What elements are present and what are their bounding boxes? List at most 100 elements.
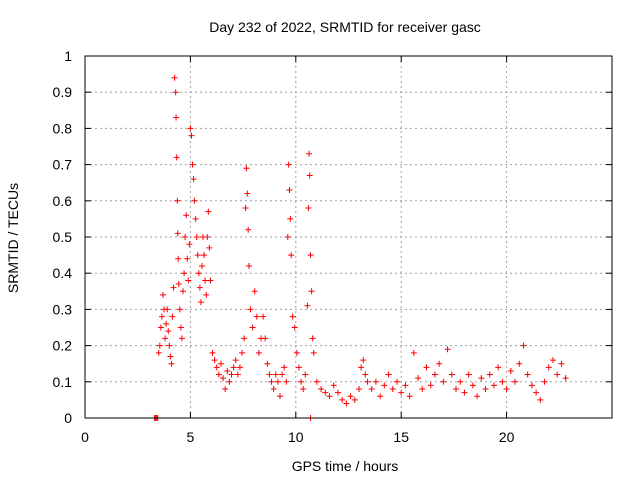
data-point xyxy=(163,320,170,327)
data-point xyxy=(203,291,210,298)
data-point xyxy=(157,324,164,331)
data-point xyxy=(486,371,493,378)
data-point xyxy=(217,360,224,367)
data-point xyxy=(177,324,184,331)
data-point xyxy=(291,324,298,331)
data-point xyxy=(358,364,365,371)
data-point xyxy=(364,378,371,385)
data-point xyxy=(201,252,208,259)
data-point xyxy=(381,382,388,389)
data-point xyxy=(453,386,460,393)
y-tick-label: 0.2 xyxy=(53,338,73,354)
data-point xyxy=(377,393,384,400)
data-point xyxy=(440,378,447,385)
data-point xyxy=(313,378,320,385)
data-point xyxy=(207,277,214,284)
data-point xyxy=(191,197,198,204)
data-point xyxy=(202,277,209,284)
data-point xyxy=(234,371,241,378)
data-point xyxy=(228,371,235,378)
data-point xyxy=(190,176,197,183)
data-point xyxy=(309,335,316,342)
data-point xyxy=(549,357,556,364)
data-point xyxy=(469,382,476,389)
data-point xyxy=(307,252,314,259)
data-point xyxy=(322,389,329,396)
data-point xyxy=(189,161,196,168)
data-point xyxy=(284,234,291,240)
data-point xyxy=(288,252,295,259)
data-point xyxy=(272,371,279,378)
data-point xyxy=(300,386,307,393)
x-tick-label: 0 xyxy=(81,429,89,445)
data-point xyxy=(181,270,188,277)
data-layer xyxy=(151,74,569,421)
data-point xyxy=(197,299,204,306)
data-point xyxy=(173,154,180,161)
data-point xyxy=(360,357,367,364)
data-point xyxy=(155,349,162,356)
data-point xyxy=(193,234,200,240)
data-point xyxy=(415,375,422,382)
data-point xyxy=(232,357,239,364)
y-axis-label: SRMTID / TECUs xyxy=(5,183,21,293)
data-point xyxy=(176,306,183,313)
data-point xyxy=(230,364,237,371)
data-point xyxy=(186,241,193,248)
x-tick-label: 10 xyxy=(288,429,304,445)
data-point xyxy=(245,226,252,233)
data-point xyxy=(499,378,506,385)
data-point xyxy=(419,386,426,393)
data-point xyxy=(183,212,190,219)
data-point xyxy=(302,371,309,378)
data-point xyxy=(427,382,434,389)
data-point xyxy=(249,324,256,331)
data-point xyxy=(448,371,455,378)
data-point xyxy=(482,386,489,393)
x-axis-label: GPS time / hours xyxy=(292,458,399,474)
data-point xyxy=(164,306,171,313)
data-point xyxy=(461,389,468,396)
data-point xyxy=(558,360,565,367)
data-point xyxy=(305,205,312,212)
data-point xyxy=(165,328,172,335)
x-tick-label: 5 xyxy=(187,429,195,445)
data-point xyxy=(262,335,269,342)
data-point xyxy=(276,393,283,400)
data-point xyxy=(533,389,540,396)
data-point xyxy=(168,360,175,367)
data-point xyxy=(512,378,519,385)
data-point xyxy=(158,313,165,320)
data-point xyxy=(167,353,174,360)
data-point xyxy=(198,262,205,269)
data-point xyxy=(402,382,409,389)
data-point xyxy=(174,230,181,237)
data-point xyxy=(205,208,212,215)
data-point xyxy=(253,313,260,320)
data-point xyxy=(266,371,273,378)
y-tick-label: 0 xyxy=(64,410,72,426)
data-point xyxy=(431,371,438,378)
data-point xyxy=(178,335,185,342)
data-point xyxy=(385,371,392,378)
data-point xyxy=(398,389,405,396)
data-point xyxy=(287,215,294,222)
data-point xyxy=(241,335,248,342)
data-point xyxy=(524,371,531,378)
data-point xyxy=(541,378,548,385)
data-point xyxy=(368,386,375,393)
data-point xyxy=(465,371,472,378)
data-point xyxy=(162,335,169,342)
data-point xyxy=(306,172,313,179)
data-point xyxy=(206,244,213,251)
data-point xyxy=(537,396,544,403)
data-point xyxy=(281,364,288,371)
data-point xyxy=(213,364,220,371)
data-point xyxy=(188,132,195,139)
data-point xyxy=(295,364,302,371)
data-point xyxy=(171,74,178,81)
data-point xyxy=(244,190,251,197)
data-point xyxy=(247,306,254,313)
y-tick-label: 0.4 xyxy=(53,265,73,281)
